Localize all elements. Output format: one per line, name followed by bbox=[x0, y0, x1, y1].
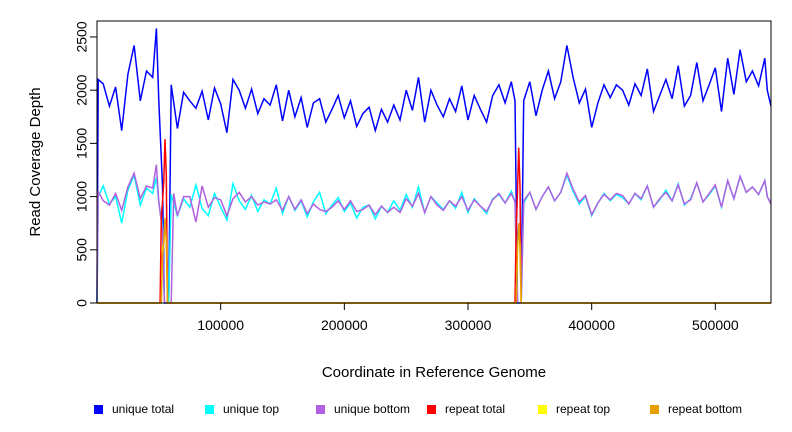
legend-label: unique total bbox=[112, 402, 175, 416]
legend-swatch bbox=[316, 404, 325, 414]
x-tick-label: 500000 bbox=[692, 317, 739, 333]
legend-swatch bbox=[650, 404, 659, 414]
y-axis-title: Read Coverage Depth bbox=[27, 87, 44, 236]
legend-item: repeat bottom bbox=[650, 400, 742, 418]
legend-label: unique top bbox=[223, 402, 280, 416]
legend-swatch bbox=[94, 404, 103, 414]
x-axis: 100000 200000 300000 400000 500000 bbox=[197, 303, 739, 333]
legend-label: repeat bottom bbox=[668, 402, 743, 416]
series-layer bbox=[96, 28, 772, 304]
y-tick-label: 1000 bbox=[74, 181, 90, 212]
series-line-repeat-bottom bbox=[97, 217, 771, 304]
legend-item: repeat top bbox=[538, 400, 610, 418]
x-axis-title: Coordinate in Reference Genome bbox=[322, 364, 546, 381]
x-tick-label: 400000 bbox=[568, 317, 615, 333]
y-tick-label: 2500 bbox=[74, 21, 90, 52]
legend-item: unique bottom bbox=[316, 400, 410, 418]
x-tick-label: 100000 bbox=[197, 317, 244, 333]
series-line-unique-top bbox=[96, 172, 772, 304]
y-tick-label: 1500 bbox=[74, 128, 90, 159]
legend-swatch bbox=[538, 404, 547, 414]
x-tick-label: 300000 bbox=[445, 317, 492, 333]
legend-label: repeat top bbox=[556, 402, 611, 416]
x-tick-label: 200000 bbox=[321, 317, 368, 333]
series-line-repeat-total bbox=[97, 139, 771, 304]
y-tick-label: 0 bbox=[74, 299, 90, 307]
legend-label: repeat total bbox=[445, 402, 506, 416]
series-line-repeat-top bbox=[97, 226, 771, 304]
series-line-unique-total bbox=[96, 28, 772, 304]
series-line-unique-bottom bbox=[96, 164, 772, 304]
y-tick-label: 2000 bbox=[74, 74, 90, 105]
legend-item: unique total bbox=[94, 400, 174, 418]
plot-frame bbox=[96, 20, 772, 304]
y-tick-label: 500 bbox=[74, 238, 90, 262]
legend-item: repeat total bbox=[427, 400, 505, 418]
y-axis: 0 500 1000 1500 2000 2500 bbox=[74, 21, 97, 307]
legend-item: unique top bbox=[205, 400, 279, 418]
chart-legend: unique total unique top unique bottom repea… bbox=[0, 400, 792, 418]
legend-swatch bbox=[427, 404, 436, 414]
legend-label: unique bottom bbox=[334, 402, 411, 416]
legend-swatch bbox=[205, 404, 214, 414]
